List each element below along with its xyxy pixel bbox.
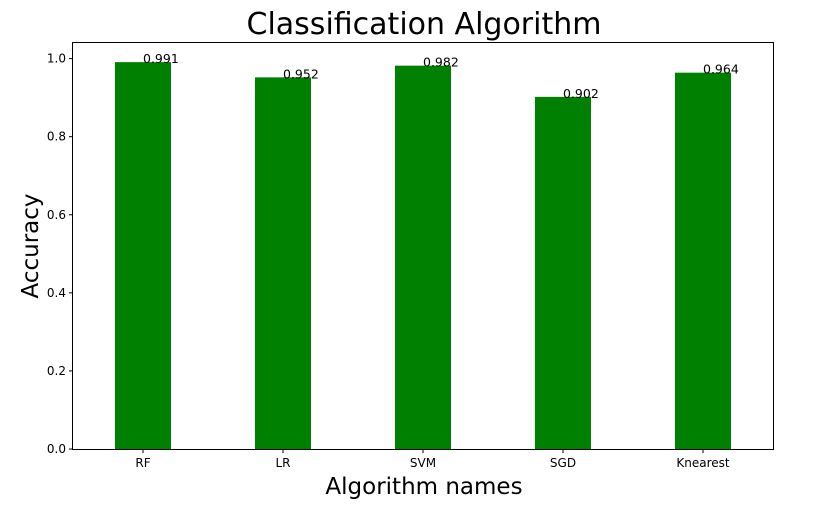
bars-group <box>115 62 731 450</box>
value-label: 0.991 <box>143 51 179 66</box>
x-axis: RF LR SVM SGD Knearest <box>135 449 730 470</box>
y-tick-label: 0.4 <box>47 286 66 300</box>
value-label: 0.964 <box>703 62 739 77</box>
value-label: 0.982 <box>423 55 459 70</box>
y-axis-label: Accuracy <box>18 193 44 298</box>
bar-sgd <box>535 96 591 449</box>
value-label: 0.952 <box>283 66 319 81</box>
bar-svm <box>395 65 451 450</box>
y-axis: 0.0 0.2 0.4 0.6 0.8 1.0 <box>47 52 73 456</box>
x-axis-label: Algorithm names <box>325 474 522 500</box>
value-labels: 0.991 0.952 0.982 0.902 0.964 <box>143 51 739 101</box>
bar-lr <box>255 77 311 449</box>
x-tick-label: SGD <box>550 456 576 470</box>
y-tick-label: 0.8 <box>47 130 66 144</box>
x-tick-label: SVM <box>410 456 436 470</box>
plot-frame <box>72 42 774 450</box>
x-tick-label: Knearest <box>676 456 730 470</box>
x-tick-label: LR <box>275 456 290 470</box>
chart-title: Classification Algorithm <box>247 7 602 42</box>
bar-knearest <box>675 72 731 450</box>
y-tick-label: 0.2 <box>47 364 66 378</box>
y-tick-label: 0.6 <box>47 208 66 222</box>
x-tick-label: RF <box>135 456 150 470</box>
bar-rf <box>115 62 171 449</box>
y-tick-label: 1.0 <box>47 52 66 66</box>
value-label: 0.902 <box>563 86 599 101</box>
y-tick-label: 0.0 <box>47 442 66 456</box>
